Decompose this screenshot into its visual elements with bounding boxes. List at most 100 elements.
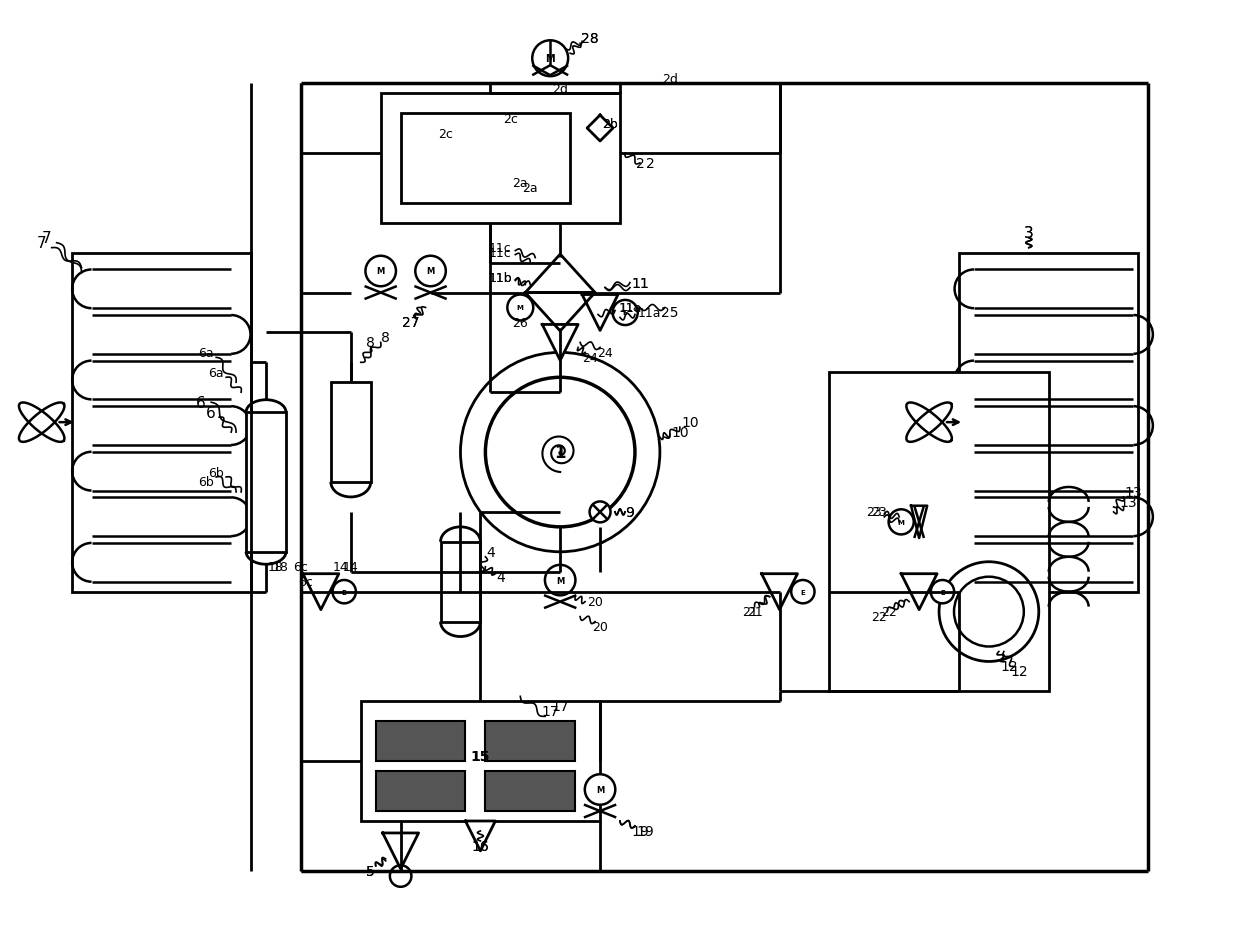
Polygon shape <box>303 574 339 610</box>
Text: 6c: 6c <box>294 561 309 574</box>
Bar <box>485 722 575 762</box>
Text: 15: 15 <box>471 749 490 764</box>
Text: E: E <box>622 310 627 316</box>
Text: 14: 14 <box>343 561 358 574</box>
Text: 2a: 2a <box>512 177 528 190</box>
Text: 15: 15 <box>471 749 490 764</box>
Text: M: M <box>546 54 556 64</box>
Text: 24: 24 <box>583 351 598 365</box>
Text: 9: 9 <box>625 506 635 520</box>
Text: 4: 4 <box>486 545 495 559</box>
Text: 23: 23 <box>872 506 887 519</box>
Circle shape <box>366 256 396 287</box>
Text: M: M <box>377 268 384 276</box>
Bar <box>246 413 286 552</box>
Text: 19: 19 <box>631 824 649 838</box>
Text: 10: 10 <box>681 416 698 429</box>
Text: 19: 19 <box>636 824 653 838</box>
Bar <box>959 253 1138 592</box>
Circle shape <box>544 565 575 596</box>
Circle shape <box>389 865 412 887</box>
Text: 6: 6 <box>196 395 206 410</box>
Text: 16: 16 <box>471 839 490 853</box>
Text: 8: 8 <box>381 331 391 345</box>
Polygon shape <box>465 822 495 851</box>
Text: 17: 17 <box>552 700 569 714</box>
Bar <box>361 702 600 822</box>
Text: 24: 24 <box>598 347 613 360</box>
Polygon shape <box>901 574 937 610</box>
Text: 11: 11 <box>631 276 649 290</box>
Circle shape <box>485 378 635 527</box>
Text: 22: 22 <box>882 605 897 619</box>
Text: 10: 10 <box>671 426 688 440</box>
Circle shape <box>507 295 533 321</box>
Text: 2b: 2b <box>603 117 618 130</box>
Text: 20: 20 <box>593 621 608 633</box>
Text: 11a: 11a <box>639 307 662 320</box>
Text: 2a: 2a <box>522 182 538 195</box>
Text: 9: 9 <box>625 506 635 520</box>
Polygon shape <box>383 833 419 869</box>
Circle shape <box>532 41 568 77</box>
Text: M: M <box>556 576 564 585</box>
Text: 6a: 6a <box>208 367 224 380</box>
Text: 18: 18 <box>268 561 284 574</box>
Text: 11c: 11c <box>489 242 512 255</box>
Text: 1: 1 <box>554 444 565 462</box>
Circle shape <box>791 581 815 604</box>
Text: 25: 25 <box>661 307 678 320</box>
Text: 12: 12 <box>999 660 1018 674</box>
Text: 11b: 11b <box>489 271 512 285</box>
Text: 6: 6 <box>206 406 216 420</box>
Bar <box>376 771 465 811</box>
Text: 4: 4 <box>496 570 505 585</box>
Bar <box>485 771 575 811</box>
Text: 11: 11 <box>631 276 649 290</box>
Circle shape <box>589 502 610 523</box>
Text: 20: 20 <box>587 596 603 608</box>
Text: 2d: 2d <box>552 83 568 95</box>
Text: M: M <box>596 785 604 794</box>
Text: 18: 18 <box>273 561 289 574</box>
Polygon shape <box>761 574 797 610</box>
Text: 12: 12 <box>1011 664 1028 679</box>
Bar <box>381 94 620 224</box>
Text: M: M <box>427 268 435 276</box>
Text: 2: 2 <box>646 157 655 170</box>
Polygon shape <box>526 293 595 331</box>
Text: M: M <box>898 520 905 526</box>
Text: 21: 21 <box>742 605 758 619</box>
Text: 22: 22 <box>872 610 887 624</box>
Text: 6b: 6b <box>198 476 215 489</box>
Text: 5: 5 <box>366 863 376 878</box>
Bar <box>331 383 371 483</box>
Text: 2d: 2d <box>662 72 678 86</box>
Text: 2c: 2c <box>438 128 453 140</box>
Text: 2: 2 <box>636 157 645 170</box>
Text: 6b: 6b <box>208 466 224 479</box>
Text: 28: 28 <box>582 32 599 47</box>
Bar <box>376 722 465 762</box>
Text: 27: 27 <box>402 316 419 330</box>
Text: 5: 5 <box>366 863 376 878</box>
Text: 28: 28 <box>582 32 599 47</box>
Text: E: E <box>342 589 347 595</box>
Text: 11b: 11b <box>489 271 512 285</box>
Circle shape <box>931 581 954 604</box>
Text: 13: 13 <box>1120 495 1137 509</box>
Circle shape <box>889 509 914 535</box>
Text: 2c: 2c <box>503 112 518 126</box>
Text: 21: 21 <box>746 605 763 619</box>
Text: M: M <box>517 306 523 311</box>
Circle shape <box>332 581 356 604</box>
Text: 11a: 11a <box>619 302 642 315</box>
Polygon shape <box>542 325 578 361</box>
Text: 23: 23 <box>867 506 882 519</box>
Text: 6c: 6c <box>299 576 314 588</box>
Text: 2b: 2b <box>603 117 618 130</box>
Text: 11a: 11a <box>620 303 640 313</box>
Bar <box>72 253 250 592</box>
Circle shape <box>585 774 615 804</box>
Text: 11c: 11c <box>489 247 512 260</box>
